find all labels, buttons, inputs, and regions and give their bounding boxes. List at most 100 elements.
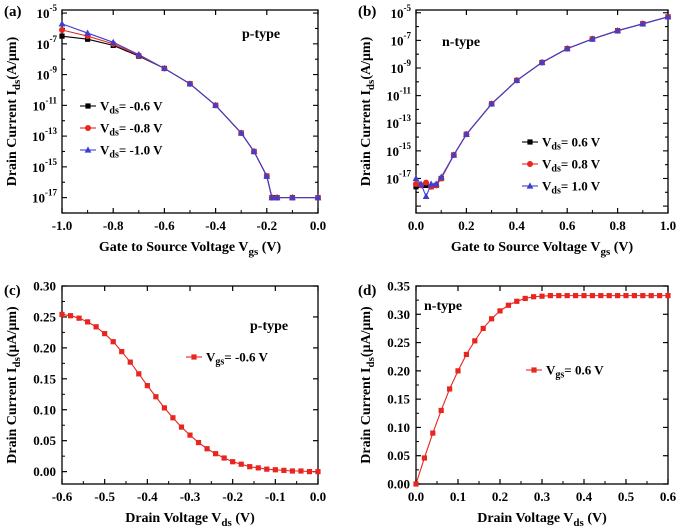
panel-3: -0.6 -0.5 -0.4 -0.3 -0.2 -0.1 0.0 0.00 0.05 0.10 0… bbox=[4, 279, 326, 529]
data-point bbox=[427, 180, 435, 187]
y-axis-label: Drain Current Ids(A/μm) bbox=[359, 36, 377, 186]
data-point bbox=[161, 405, 167, 411]
data-point bbox=[606, 293, 612, 299]
x-tick-label: 0.8 bbox=[609, 218, 626, 233]
x-tick-label: -0.5 bbox=[94, 489, 115, 504]
data-point bbox=[102, 331, 108, 337]
x-tick-label: -0.8 bbox=[103, 218, 124, 233]
data-point bbox=[281, 467, 287, 473]
x-tick-label: 0.0 bbox=[408, 218, 424, 233]
y-tick-label: 0.15 bbox=[387, 392, 410, 407]
y-tick-exponent: -5 bbox=[404, 3, 412, 13]
y-axis-label-main: Drain Current I bbox=[359, 90, 374, 186]
x-tick-label: -0.4 bbox=[205, 218, 226, 233]
x-tick-label: 0.0 bbox=[408, 489, 424, 504]
legend-label-subscript: ds bbox=[109, 150, 119, 161]
y-tick-exponent: -11 bbox=[45, 95, 57, 105]
x-tick-label: 0.6 bbox=[660, 489, 677, 504]
data-point bbox=[640, 293, 646, 299]
data-point bbox=[505, 302, 511, 308]
data-point bbox=[315, 469, 321, 475]
legend-label-main: V bbox=[206, 350, 216, 365]
y-tick-exponent: -13 bbox=[45, 126, 57, 136]
x-tick-label: -0.6 bbox=[52, 489, 73, 504]
legend-label: Vgs= -0.6 V bbox=[206, 350, 269, 368]
legend-entry-1: Vds= -0.6 V bbox=[80, 99, 163, 117]
data-point bbox=[230, 459, 236, 465]
series-line bbox=[61, 313, 318, 473]
x-axis-label: Drain Voltage Vds (V) bbox=[125, 511, 255, 529]
x-tick-label: 0.2 bbox=[492, 489, 508, 504]
series-line bbox=[415, 16, 669, 198]
x-tick-label: 0.3 bbox=[534, 489, 551, 504]
panel-label: (c) bbox=[4, 283, 21, 299]
y-tick-base: 10 bbox=[37, 68, 50, 83]
legend-label-value: = -0.6 V bbox=[119, 99, 163, 114]
y-tick-label: 10-17 bbox=[386, 168, 411, 186]
data-point bbox=[513, 76, 521, 84]
data-point bbox=[639, 20, 647, 27]
data-point bbox=[204, 446, 210, 452]
x-tick-label: 0.2 bbox=[458, 218, 474, 233]
y-tick-label: 10-15 bbox=[32, 157, 57, 175]
x-tick-label: 0.4 bbox=[576, 489, 593, 504]
x-axis-label-subscript: ds bbox=[573, 517, 584, 529]
y-tick-label: 10-9 bbox=[37, 65, 58, 83]
data-point bbox=[59, 33, 65, 39]
panel-label: (d) bbox=[358, 283, 376, 299]
x-tick-label: -0.6 bbox=[154, 218, 175, 233]
data-point bbox=[488, 100, 495, 107]
data-point bbox=[614, 27, 621, 34]
data-point bbox=[289, 468, 295, 474]
legend-label-subscript: ds bbox=[109, 128, 119, 139]
y-tick-label: 0.30 bbox=[387, 307, 410, 322]
y-axis-label-main: Drain Current I bbox=[359, 368, 374, 464]
y-tick-label: 0.35 bbox=[387, 279, 410, 294]
y-tick-label: 10-13 bbox=[32, 126, 57, 144]
data-point bbox=[497, 308, 503, 314]
y-tick-label: 10-9 bbox=[391, 58, 412, 76]
legend-entry-1: Vgs= 0.6 V bbox=[526, 363, 604, 381]
data-point bbox=[264, 466, 270, 472]
y-axis-label: Drain Current Ids(μA/μm) bbox=[5, 306, 23, 464]
y-axis-label-main: Drain Current I bbox=[5, 368, 20, 464]
data-point bbox=[93, 324, 99, 330]
data-point bbox=[563, 45, 571, 52]
x-axis-label-unit: (V) bbox=[610, 240, 633, 255]
y-tick-label: 10-11 bbox=[32, 95, 57, 113]
legend-label-value: = -0.6 V bbox=[224, 350, 268, 365]
series-2 bbox=[59, 26, 321, 201]
x-axis-label-main: Gate to Source Voltage V bbox=[451, 240, 601, 255]
data-point bbox=[213, 451, 219, 457]
series-line bbox=[415, 295, 668, 485]
x-axis-label-main: Drain Voltage V bbox=[125, 511, 221, 526]
data-point bbox=[564, 293, 570, 299]
panel-1: -1.0 -0.8 -0.6 -0.4 -0.2 0.010-510-710-910-11… bbox=[4, 3, 326, 258]
x-tick-label: -0.3 bbox=[180, 489, 201, 504]
x-axis-label-unit: (V) bbox=[258, 240, 281, 255]
y-tick-base: 10 bbox=[37, 37, 50, 52]
y-tick-base: 10 bbox=[391, 33, 404, 48]
y-tick-base: 10 bbox=[386, 144, 399, 159]
y-tick-base: 10 bbox=[386, 171, 399, 186]
data-point bbox=[195, 439, 202, 446]
legend-label: Vds= 0.6 V bbox=[542, 135, 601, 153]
y-tick-exponent: -17 bbox=[45, 188, 57, 198]
legend-marker bbox=[527, 139, 533, 145]
y-tick-label: 0.20 bbox=[33, 340, 56, 355]
data-point bbox=[598, 293, 604, 299]
type-annotation: n-type bbox=[442, 35, 480, 50]
data-point bbox=[263, 172, 271, 179]
x-axis-label-unit: (V) bbox=[232, 511, 255, 526]
x-tick-label: 0.4 bbox=[509, 218, 526, 233]
x-axis-label: Gate to Source Voltage Vgs (V) bbox=[451, 240, 634, 258]
y-axis-label-main: Drain Current I bbox=[5, 90, 20, 186]
x-axis-label-main: Drain Voltage V bbox=[477, 511, 573, 526]
data-point bbox=[85, 319, 91, 325]
data-point bbox=[110, 339, 116, 345]
data-point bbox=[412, 174, 420, 182]
series-line bbox=[61, 35, 318, 199]
y-tick-exponent: -17 bbox=[399, 168, 411, 178]
y-tick-exponent: -13 bbox=[399, 113, 411, 123]
y-axis-label-subscript: ds bbox=[11, 356, 23, 367]
